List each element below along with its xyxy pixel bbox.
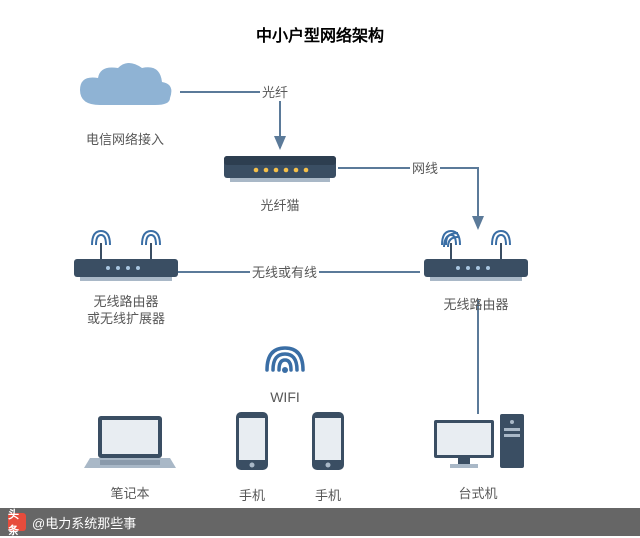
cloud-icon: [70, 60, 180, 120]
edge-label-fiber: 光纤: [260, 82, 290, 101]
watermark-text: @电力系统那些事: [32, 513, 136, 532]
extender-label: 无线路由器 或无线扩展器: [68, 294, 184, 328]
watermark-bar: 头条 @电力系统那些事: [0, 508, 640, 536]
router-label: 无线路由器: [418, 294, 534, 313]
wifi-node: WIFI: [258, 342, 312, 405]
cloud-node: 电信网络接入: [70, 60, 180, 148]
phone1-node: 手机: [230, 410, 274, 504]
edge-label-wireless: 无线或有线: [250, 262, 319, 281]
extender-node: 无线路由器 或无线扩展器: [68, 225, 184, 328]
modem-node: 光纤猫: [222, 150, 338, 214]
phone-icon: [306, 410, 350, 476]
laptop-node: 笔记本: [80, 412, 180, 502]
edge-label-cable: 网线: [410, 158, 440, 177]
edge-cable: [338, 168, 478, 228]
extender-icon: [68, 225, 184, 285]
phone1-label: 手机: [230, 485, 274, 504]
desktop-node: 台式机: [426, 410, 530, 502]
desktop-icon: [426, 410, 530, 474]
router-node: 无线路由器: [418, 225, 534, 313]
phone2-label: 手机: [306, 485, 350, 504]
modem-icon: [222, 150, 338, 186]
wifi-label: WIFI: [258, 389, 312, 405]
cloud-label: 电信网络接入: [70, 129, 180, 148]
phone-icon: [230, 410, 274, 476]
laptop-icon: [80, 412, 180, 474]
diagram-title: 中小户型网络架构: [0, 22, 640, 46]
watermark-icon: 头条: [8, 513, 26, 531]
laptop-label: 笔记本: [80, 483, 180, 502]
router-icon: [418, 225, 534, 285]
phone2-node: 手机: [306, 410, 350, 504]
wifi-icon: [258, 342, 312, 380]
modem-label: 光纤猫: [222, 195, 338, 214]
desktop-label: 台式机: [426, 483, 530, 502]
